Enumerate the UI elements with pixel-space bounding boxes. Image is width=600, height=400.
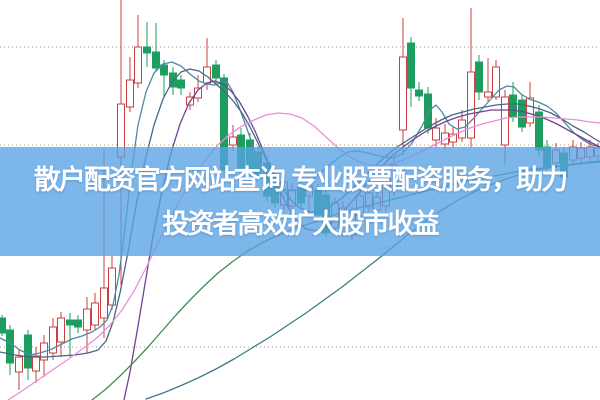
candle-down — [415, 89, 423, 97]
candle-down — [24, 334, 32, 369]
candle-up — [49, 326, 57, 354]
banner-title-line2: 投资者高效扩大股市收益 — [162, 209, 440, 240]
candle-up — [15, 356, 23, 373]
candle-up — [449, 133, 457, 143]
candle-up — [441, 132, 449, 145]
candle-up — [432, 127, 440, 141]
candle-down — [509, 94, 517, 118]
candle-up — [91, 302, 99, 326]
banner-title-line1: 散户配资官方网站查询 专业股票配资服务，助力 — [33, 165, 568, 196]
candle-up — [108, 267, 116, 306]
candle-down — [424, 93, 432, 129]
candle-down — [74, 319, 82, 328]
candle-up — [194, 87, 202, 99]
candle-down — [407, 42, 415, 89]
candle-up — [229, 136, 237, 146]
candle-up — [492, 66, 500, 98]
candle-down — [212, 64, 220, 79]
candle-down — [143, 46, 151, 54]
candle-down — [475, 61, 483, 93]
candle-up — [57, 317, 65, 343]
candle-up — [100, 287, 108, 319]
candle-up — [484, 91, 492, 98]
ma-pink — [7, 112, 600, 400]
candle-up — [399, 56, 407, 131]
promo-banner-overlay: 散户配资官方网站查询 专业股票配资服务，助力 投资者高效扩大股市收益 — [0, 147, 600, 256]
candle-up — [501, 96, 509, 146]
candle-down — [160, 64, 168, 76]
candle-up — [126, 79, 134, 108]
candle-down — [66, 319, 74, 326]
candle-down — [6, 329, 14, 364]
candle-up — [134, 46, 142, 84]
candle-down — [518, 99, 526, 128]
candle-up — [32, 355, 40, 372]
candle-up — [467, 71, 475, 139]
candle-down — [177, 79, 185, 89]
candle-up — [83, 308, 91, 331]
candle-up — [526, 97, 534, 124]
candle-down — [0, 317, 6, 334]
candle-down — [152, 51, 160, 69]
